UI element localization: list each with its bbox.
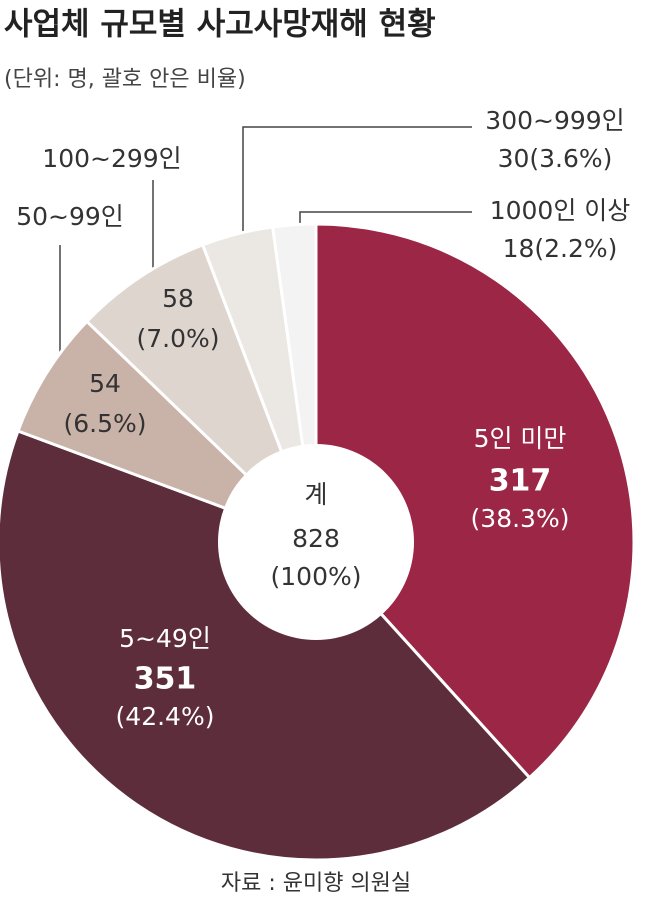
total-value: 828 bbox=[292, 524, 340, 553]
share-label: (42.4%) bbox=[116, 702, 215, 731]
total-share: (100%) bbox=[271, 562, 362, 591]
donut-hole bbox=[218, 444, 414, 640]
category-label: 100~299인 bbox=[42, 144, 181, 173]
chart-title: 사업체 규모별 사고사망재해 현황 bbox=[4, 7, 436, 43]
share-label: (6.5%) bbox=[63, 409, 146, 438]
value-label: 317 bbox=[489, 464, 552, 499]
category-label: 5~49인 bbox=[119, 624, 211, 653]
value-label: 351 bbox=[134, 662, 197, 697]
total-label: 계 bbox=[304, 480, 327, 509]
share: (3.6%) bbox=[529, 144, 612, 173]
source: 자료 : 윤미향 의원실 bbox=[221, 871, 411, 896]
value: 30 bbox=[498, 144, 530, 173]
slice bbox=[0, 429, 532, 862]
category-label: 1000인 이상 bbox=[490, 196, 631, 225]
share: (2.2%) bbox=[534, 234, 617, 263]
share-label: (38.3%) bbox=[471, 504, 570, 533]
chart-subtitle: (단위: 명, 괄호 안은 비율) bbox=[4, 67, 246, 92]
value-label: 54 bbox=[89, 369, 121, 398]
category-label: 50~99인 bbox=[16, 202, 124, 231]
share-label: (7.0%) bbox=[136, 324, 219, 353]
value-label: 18(2.2%) bbox=[503, 234, 618, 263]
slice bbox=[314, 222, 636, 780]
value: 18 bbox=[503, 234, 535, 263]
category-label: 300~999인 bbox=[485, 106, 624, 135]
leader-line bbox=[242, 126, 472, 240]
value-label: 58 bbox=[162, 284, 194, 313]
category-label: 5인 미만 bbox=[474, 424, 567, 453]
value-label: 30(3.6%) bbox=[498, 144, 613, 173]
